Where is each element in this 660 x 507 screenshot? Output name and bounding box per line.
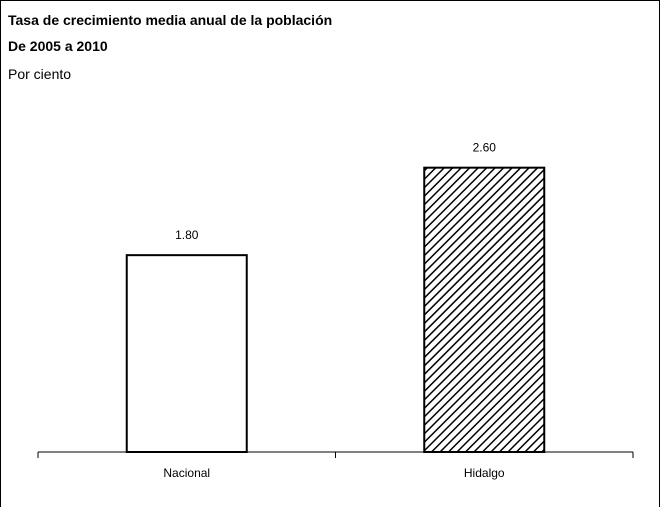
chart-title: Tasa de crecimiento media anual de la po… (8, 12, 333, 28)
chart-subtitle: De 2005 a 2010 (8, 38, 108, 54)
data-label-hidalgo: 2.60 (473, 141, 497, 155)
data-label-nacional: 1.80 (175, 228, 199, 242)
bar-hidalgo (423, 166, 546, 453)
category-label-nacional: Nacional (163, 466, 210, 480)
bar-nacional (125, 254, 248, 453)
category-label-hidalgo: Hidalgo (464, 466, 505, 480)
unit-label: Por ciento (8, 66, 72, 82)
